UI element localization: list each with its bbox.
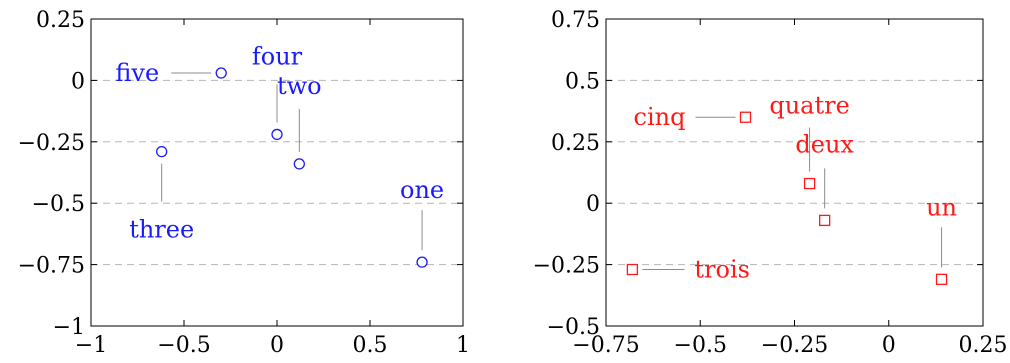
point-label: trois: [694, 256, 750, 284]
x-tick-label: 0: [270, 333, 284, 358]
data-point: [271, 128, 283, 141]
point-label: cinq: [634, 103, 686, 131]
x-tick-label: 0.5: [353, 333, 388, 358]
y-tick-label: 0.5: [565, 69, 600, 94]
data-point: [416, 256, 428, 268]
data-point: [626, 263, 639, 276]
point-label: deux: [795, 130, 854, 158]
y-tick-label: −0.5: [32, 192, 85, 217]
data-point: [819, 214, 831, 227]
x-tick-label: −0.5: [674, 333, 727, 358]
y-tick-label: −0.25: [18, 131, 85, 156]
data-point: [935, 273, 948, 285]
y-tick-label: −0.5: [547, 315, 600, 340]
point-label: un: [926, 193, 957, 221]
data-point: [156, 145, 168, 158]
left-scatter-plot: −1 −0.75 −0.5 −0.25 0 0.25 −1 −0.5 0 0.5 1 one two th…: [18, 8, 470, 358]
x-tick-label: −1: [75, 333, 107, 358]
y-tick-label: 0.75: [551, 8, 600, 33]
x-tick-label: −0.25: [761, 333, 828, 358]
y-tick-label: 0: [586, 192, 600, 217]
y-tick-label: 0.25: [551, 131, 600, 156]
data-point: [803, 177, 816, 190]
x-tick-label: 0: [882, 333, 896, 358]
x-tick-label: −0.75: [572, 333, 639, 358]
y-tick-label: −0.25: [533, 254, 600, 279]
point-label: one: [400, 176, 444, 204]
x-tick-label: −0.5: [157, 333, 210, 358]
point-label: two: [277, 72, 322, 100]
y-tick-label: 0: [71, 69, 85, 94]
point-label: four: [252, 42, 303, 70]
data-point: [293, 158, 305, 170]
y-tick-label: −0.75: [18, 254, 85, 279]
data-point: [739, 111, 752, 123]
y-tick-label: −1: [53, 315, 85, 340]
x-tick-label: 1: [456, 333, 470, 358]
plot-frame: [605, 18, 984, 327]
point-label: five: [115, 59, 159, 87]
point-label: quatre: [769, 92, 849, 120]
x-tick-label: 0.25: [959, 333, 1008, 358]
data-point: [215, 67, 227, 79]
point-label: three: [129, 216, 194, 244]
y-tick-label: 0.25: [36, 8, 85, 33]
